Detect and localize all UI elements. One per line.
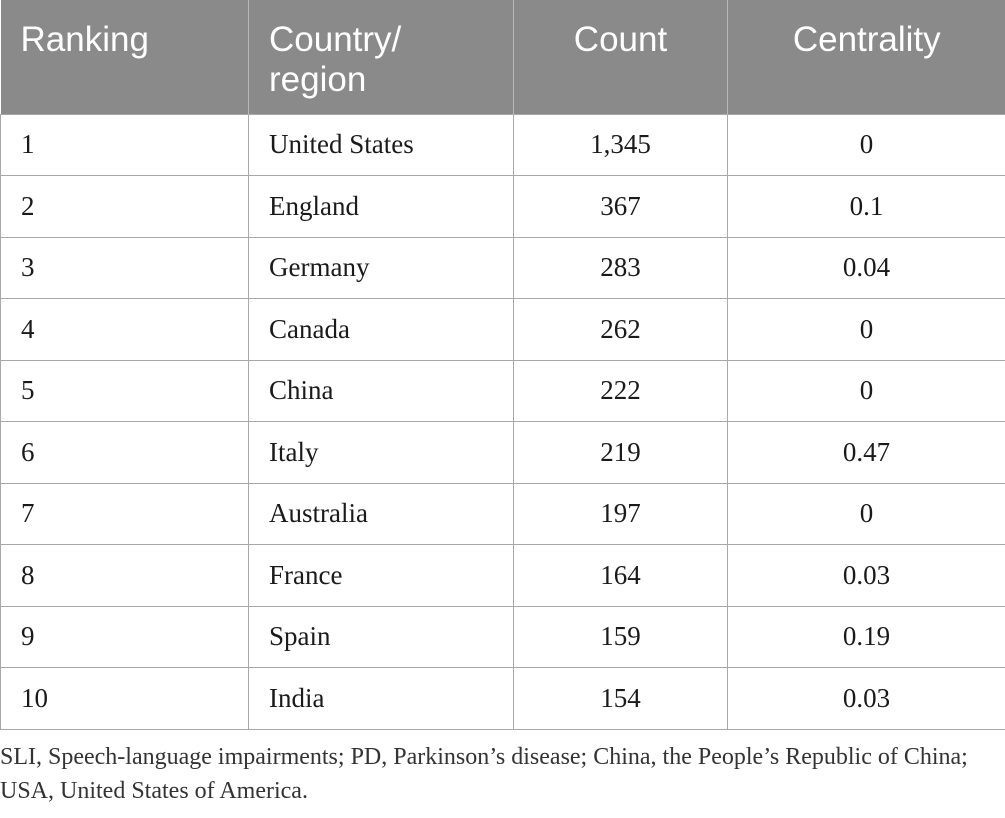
cell-centrality: 0 [727,298,1005,361]
cell-country: Italy [248,421,514,484]
header-ranking: Ranking [0,0,249,114]
cell-country: China [248,360,514,422]
cell-ranking: 10 [0,667,249,730]
data-table-container: Ranking Country/ region Count Centrality… [0,0,1005,730]
cell-count: 197 [513,483,728,545]
cell-ranking: 9 [0,606,249,668]
header-count-label: Count [573,20,668,59]
cell-country: India [248,667,514,730]
cell-ranking: 8 [0,544,249,607]
header-row: Ranking Country/ region Count Centrality [0,0,1005,114]
cell-centrality: 0.19 [727,606,1005,668]
cell-ranking: 1 [0,113,249,176]
header-centrality: Centrality [727,0,1005,114]
cell-count: 222 [513,360,728,422]
table-row: 10 India 154 0.03 [0,667,1005,730]
cell-count: 262 [513,298,728,361]
cell-country: Spain [248,606,514,668]
cell-country: United States [248,113,514,176]
header-country-line2: region [269,60,367,99]
header-centrality-label: Centrality [792,20,941,59]
cell-country: Canada [248,298,514,361]
table-row: 5 China 222 0 [0,360,1005,422]
cell-count: 154 [513,667,728,730]
table-row: 2 England 367 0.1 [0,175,1005,238]
table-row: 1 United States 1,345 0 [0,113,1005,176]
cell-count: 219 [513,421,728,484]
cell-ranking: 3 [0,237,249,299]
cell-centrality: 0 [727,483,1005,545]
cell-centrality: 0.04 [727,237,1005,299]
cell-country: Germany [248,237,514,299]
cell-centrality: 0 [727,113,1005,176]
table-row: 3 Germany 283 0.04 [0,237,1005,299]
table-body: 1 United States 1,345 0 2 England 367 0.1 3 Germa… [0,113,1005,730]
cell-country: France [248,544,514,607]
cell-count: 367 [513,175,728,238]
cell-count: 1,345 [513,113,728,176]
cell-count: 159 [513,606,728,668]
table-row: 4 Canada 262 0 [0,298,1005,361]
table-row: 8 France 164 0.03 [0,544,1005,607]
cell-ranking: 5 [0,360,249,422]
cell-ranking: 7 [0,483,249,545]
cell-country: Australia [248,483,514,545]
cell-count: 283 [513,237,728,299]
cell-count: 164 [513,544,728,607]
table-row: 9 Spain 159 0.19 [0,606,1005,668]
cell-centrality: 0.03 [727,544,1005,607]
table-row: 6 Italy 219 0.47 [0,421,1005,484]
cell-country: England [248,175,514,238]
cell-centrality: 0.47 [727,421,1005,484]
table-row: 7 Australia 197 0 [0,483,1005,545]
cell-ranking: 4 [0,298,249,361]
header-count: Count [513,0,728,114]
cell-centrality: 0 [727,360,1005,422]
header-country-region-label: Country/ region [269,0,493,100]
header-country-line1: Country/ [269,20,402,59]
header-ranking-label: Ranking [20,20,149,59]
header-country-region: Country/ region [248,0,514,114]
table-footnote: SLI, Speech-language impairments; PD, Pa… [0,744,968,804]
table-header: Ranking Country/ region Count Centrality [0,0,1005,114]
cell-ranking: 6 [0,421,249,484]
cell-centrality: 0.1 [727,175,1005,238]
country-ranking-table: Ranking Country/ region Count Centrality… [0,0,1005,730]
cell-centrality: 0.03 [727,667,1005,730]
cell-ranking: 2 [0,175,249,238]
